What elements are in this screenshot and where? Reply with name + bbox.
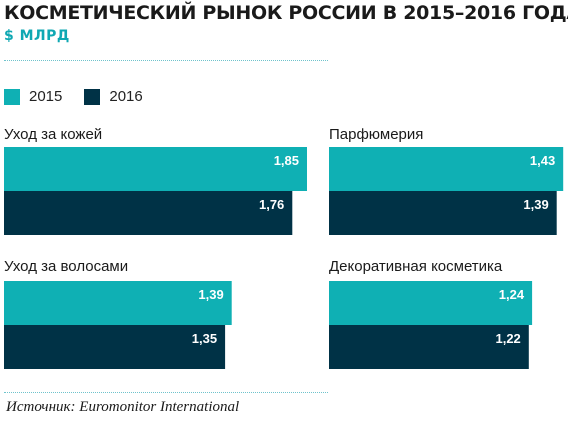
bar-2015-panel-3 [329, 281, 533, 325]
panel-title-hair-care: Уход за волосами [4, 258, 129, 275]
data-label-2015-panel-0: 1,85 [274, 153, 299, 168]
data-label-2016-panel-0: 1,76 [259, 197, 284, 212]
data-label-2016-panel-3: 1,22 [495, 331, 520, 346]
data-label-2015-panel-1: 1,43 [530, 153, 555, 168]
data-label-2016-panel-2: 1,35 [192, 331, 217, 346]
bar-2016-panel-2 [4, 325, 226, 369]
legend: 2015 2016 [4, 88, 165, 105]
data-label-2016-panel-1: 1,39 [523, 197, 548, 212]
legend-swatch-2015 [4, 88, 20, 105]
bar-2016-panel-3 [329, 325, 529, 369]
bar-2015-panel-2 [4, 281, 232, 325]
legend-swatch-2016 [84, 88, 101, 105]
bar-2016-panel-0 [4, 191, 293, 235]
legend-item-2015: 2015 [4, 88, 62, 105]
chart-title: КОСМЕТИЧЕСКИЙ РЫНОК РОССИИ В 2015–2016 Г… [4, 2, 568, 24]
data-label-2015-panel-2: 1,39 [198, 287, 223, 302]
legend-label-2016: 2016 [109, 88, 143, 105]
legend-label-2015: 2015 [29, 88, 63, 105]
bar-2016-panel-1 [329, 191, 557, 235]
source-note: Источник: Euromonitor International [6, 399, 240, 415]
panel-title-skin-care: Уход за кожей [4, 126, 103, 143]
panel-title-color-cosmetics: Декоративная косметика [329, 258, 503, 275]
legend-item-2016: 2016 [84, 88, 143, 105]
panel-title-perfumery: Парфюмерия [329, 126, 424, 143]
divider-bottom [4, 392, 328, 393]
data-label-2015-panel-3: 1,24 [499, 287, 525, 302]
bar-2015-panel-0 [4, 147, 307, 191]
chart-subtitle: $ МЛРД [4, 28, 70, 44]
bar-2015-panel-1 [329, 147, 564, 191]
divider-top [4, 60, 328, 61]
